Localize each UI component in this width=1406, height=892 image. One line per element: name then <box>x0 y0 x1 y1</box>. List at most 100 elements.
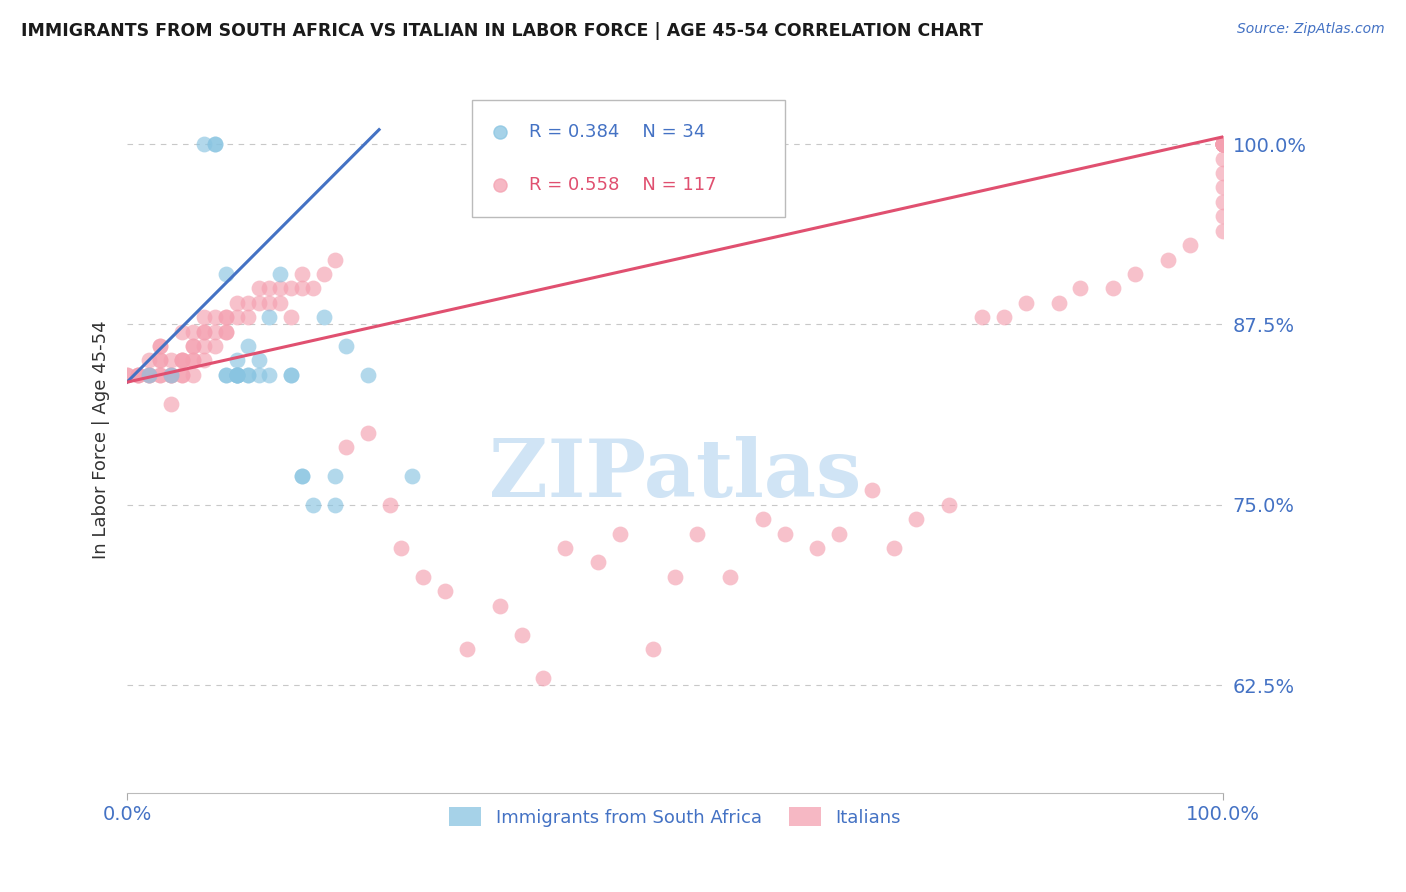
Point <box>401 469 423 483</box>
Point <box>291 469 314 483</box>
Point <box>181 325 204 339</box>
Point <box>554 541 576 555</box>
Point <box>1212 137 1234 152</box>
Point <box>1212 137 1234 152</box>
Point <box>204 339 226 353</box>
Point <box>1212 137 1234 152</box>
Point <box>291 267 314 281</box>
Point <box>160 368 183 382</box>
Point <box>214 325 236 339</box>
Point <box>1047 295 1070 310</box>
Point <box>806 541 828 555</box>
Point <box>269 267 291 281</box>
Point <box>214 368 236 382</box>
Point <box>323 469 346 483</box>
Point <box>247 368 270 382</box>
Point <box>412 570 434 584</box>
Point <box>586 556 609 570</box>
Point <box>193 339 215 353</box>
Point <box>236 339 259 353</box>
Point <box>225 310 247 325</box>
Point <box>193 325 215 339</box>
Point <box>1212 137 1234 152</box>
Point <box>1123 267 1146 281</box>
Point <box>718 570 741 584</box>
Point <box>214 310 236 325</box>
Point <box>1212 137 1234 152</box>
Point <box>204 310 226 325</box>
Point <box>291 281 314 295</box>
Point <box>247 353 270 368</box>
Point <box>291 469 314 483</box>
Point <box>160 353 183 368</box>
Point <box>214 368 236 382</box>
Point <box>1212 137 1234 152</box>
Y-axis label: In Labor Force | Age 45-54: In Labor Force | Age 45-54 <box>93 320 110 559</box>
Point <box>138 368 160 382</box>
Point <box>259 310 281 325</box>
Point <box>280 281 302 295</box>
Point <box>1212 137 1234 152</box>
Point <box>609 526 631 541</box>
Point <box>259 368 281 382</box>
Point <box>641 642 664 657</box>
Point <box>225 368 247 382</box>
Point <box>193 137 215 152</box>
Point <box>181 339 204 353</box>
Point <box>225 368 247 382</box>
Point <box>1212 152 1234 166</box>
Point <box>247 295 270 310</box>
Point <box>149 353 172 368</box>
Text: R = 0.558    N = 117: R = 0.558 N = 117 <box>529 177 717 194</box>
Point <box>1212 166 1234 180</box>
Point <box>357 368 380 382</box>
Point <box>149 353 172 368</box>
Point <box>433 584 456 599</box>
Point <box>993 310 1015 325</box>
Point <box>938 498 960 512</box>
Point <box>127 368 149 382</box>
Point <box>138 353 160 368</box>
Point <box>1212 137 1234 152</box>
Point <box>323 498 346 512</box>
Point <box>970 310 993 325</box>
Point <box>1069 281 1091 295</box>
Point <box>1212 137 1234 152</box>
Point <box>204 325 226 339</box>
Point <box>115 368 138 382</box>
Point <box>204 137 226 152</box>
Point <box>259 830 281 844</box>
Point <box>160 397 183 411</box>
FancyBboxPatch shape <box>472 101 785 217</box>
Point <box>357 425 380 440</box>
Point <box>170 353 193 368</box>
Point <box>269 281 291 295</box>
Point <box>149 339 172 353</box>
Point <box>193 310 215 325</box>
Text: IMMIGRANTS FROM SOUTH AFRICA VS ITALIAN IN LABOR FORCE | AGE 45-54 CORRELATION C: IMMIGRANTS FROM SOUTH AFRICA VS ITALIAN … <box>21 22 983 40</box>
Point <box>138 368 160 382</box>
Point <box>1212 209 1234 223</box>
Point <box>1212 137 1234 152</box>
Point <box>259 281 281 295</box>
Point <box>378 498 401 512</box>
Point <box>127 368 149 382</box>
Point <box>115 368 138 382</box>
Point <box>510 627 533 641</box>
Point <box>181 353 204 368</box>
Point <box>686 526 709 541</box>
Point <box>170 368 193 382</box>
Point <box>149 368 172 382</box>
Point <box>149 368 172 382</box>
Legend: Immigrants from South Africa, Italians: Immigrants from South Africa, Italians <box>441 800 908 834</box>
Point <box>193 353 215 368</box>
Point <box>225 353 247 368</box>
Point <box>773 526 796 541</box>
Point <box>269 295 291 310</box>
Point <box>1014 295 1036 310</box>
Point <box>280 310 302 325</box>
Point <box>170 325 193 339</box>
Point <box>181 339 204 353</box>
Point <box>883 541 905 555</box>
Point <box>302 281 325 295</box>
